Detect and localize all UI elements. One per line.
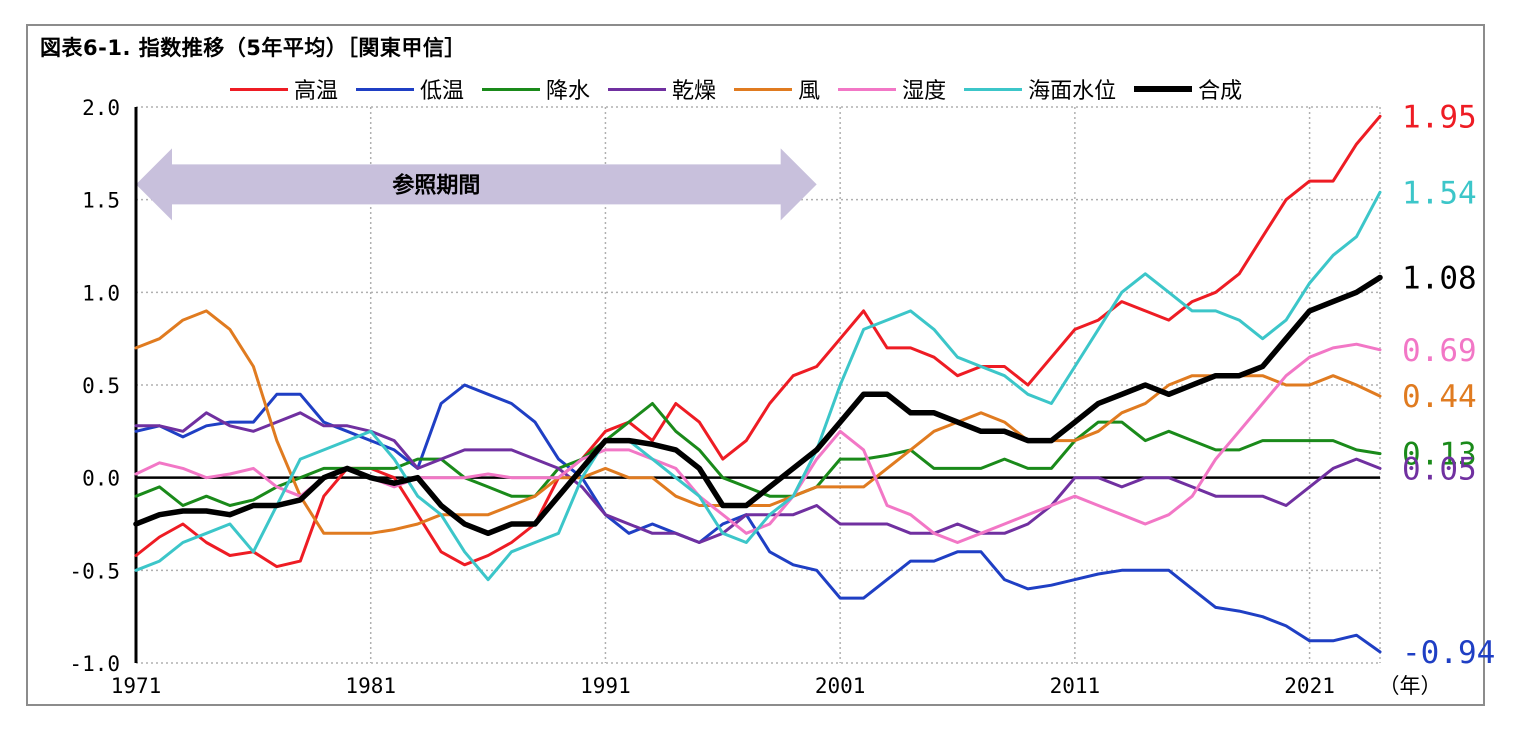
end-value-label-8: 1.08 — [1402, 261, 1477, 297]
legend-swatch — [734, 87, 793, 91]
end-value-label-6: 0.69 — [1402, 333, 1477, 369]
x-tick-label: 1991 — [580, 674, 631, 698]
legend-swatch — [608, 87, 667, 91]
series-line-5 — [134, 309, 1382, 535]
reference-period-label: 参照期間 — [392, 172, 480, 198]
legend-swatch — [964, 87, 1023, 91]
end-value-label-4: 0.05 — [1402, 451, 1477, 487]
x-tick-label: 1981 — [345, 674, 396, 698]
legend-swatch — [1134, 86, 1193, 92]
legend-item: 風 — [734, 73, 820, 105]
y-tick-label: -1.0 — [69, 652, 120, 676]
end-value-label-5: 0.44 — [1402, 379, 1477, 415]
legend-item: 海面水位 — [964, 73, 1116, 105]
legend-item: 湿度 — [838, 73, 946, 105]
x-tick-label: 2011 — [1050, 674, 1101, 698]
legend-item: 降水 — [482, 73, 590, 105]
x-tick-label: 2021 — [1284, 674, 1335, 698]
legend-label: 風 — [798, 79, 821, 104]
legend-label: 合成 — [1198, 79, 1243, 104]
legend-item: 高温 — [230, 73, 338, 105]
legend-label: 降水 — [546, 79, 591, 104]
legend-swatch — [356, 87, 415, 91]
end-value-label-1: 1.95 — [1402, 99, 1477, 135]
y-tick-label: -0.5 — [69, 559, 120, 583]
series-line-2 — [134, 383, 1382, 654]
reference-period-arrow — [136, 148, 817, 221]
legend-label: 低温 — [420, 79, 465, 104]
series-line-1 — [134, 114, 1382, 569]
y-tick-label: 0.5 — [82, 374, 120, 398]
legend-item: 合成 — [1134, 73, 1242, 105]
series-line-4 — [134, 411, 1382, 544]
x-tick-label: 2001 — [815, 674, 866, 698]
series-line-7 — [134, 190, 1382, 582]
chart-title: 図表6-1. 指数推移（5年平均）［関東甲信］ — [40, 36, 466, 60]
legend-label: 高温 — [294, 79, 339, 104]
end-value-label-2: -0.94 — [1402, 635, 1495, 671]
legend-swatch — [482, 87, 541, 91]
end-value-label-3: 0.13 — [1402, 437, 1477, 473]
y-tick-label: 2.0 — [82, 96, 120, 120]
end-value-label-7: 1.54 — [1402, 175, 1477, 211]
y-tick-label: 0.0 — [82, 467, 120, 491]
legend-label: 海面水位 — [1028, 79, 1117, 104]
legend-swatch — [230, 87, 288, 91]
x-unit-label: （年） — [1379, 674, 1442, 698]
legend-item: 乾燥 — [608, 73, 716, 105]
series-line-6 — [134, 342, 1382, 544]
legend-label: 湿度 — [902, 79, 947, 104]
legend-label: 乾燥 — [672, 79, 717, 104]
legend-item: 低温 — [356, 73, 464, 105]
legend-swatch — [838, 87, 897, 91]
chart-frame — [26, 24, 1485, 706]
y-tick-label: 1.5 — [82, 189, 120, 213]
y-tick-label: 1.0 — [82, 281, 120, 305]
chart-legend: 高温 低温 降水 乾燥 風 湿度 海面水位 合成 — [230, 72, 1260, 106]
series-line-8 — [133, 274, 1383, 537]
x-tick-label: 1971 — [111, 674, 162, 698]
